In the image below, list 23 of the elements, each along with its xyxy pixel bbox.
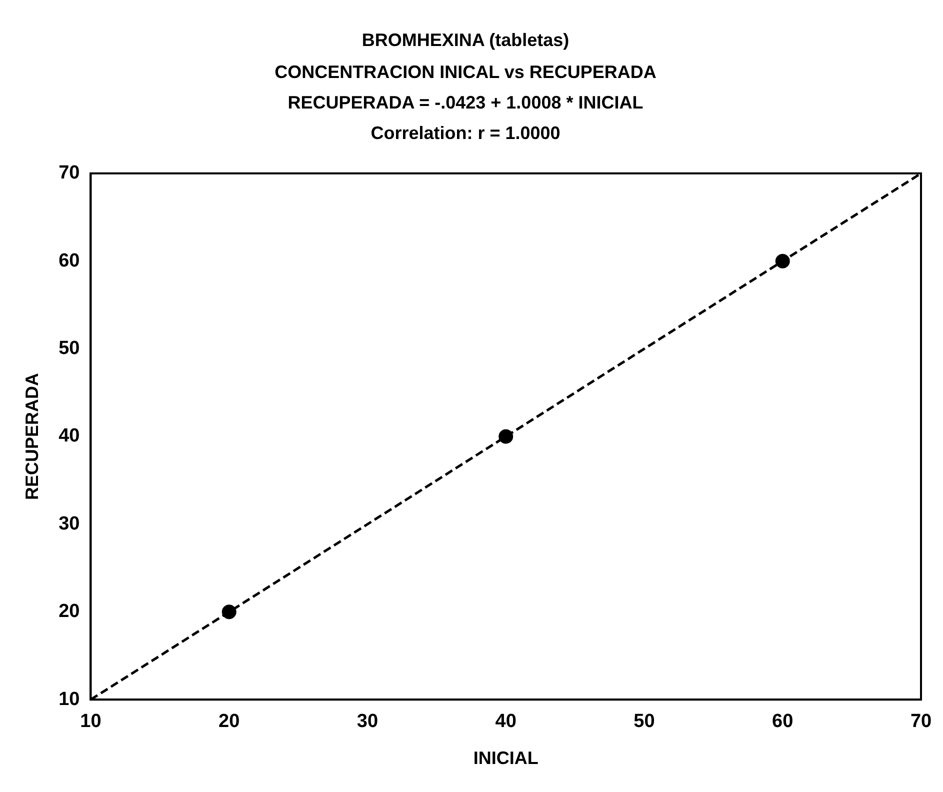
y-tick-label: 70: [58, 162, 80, 184]
y-tick-label: 60: [58, 250, 80, 272]
y-tick-label: 10: [58, 688, 80, 710]
y-tick-label: 20: [58, 601, 80, 622]
x-tick-label: 20: [218, 711, 240, 732]
x-tick-label: 30: [356, 711, 378, 732]
chart-subtitle: CONCENTRACION INICAL vs RECUPERADA: [274, 62, 656, 82]
text: Correlation: r = 1.0000: [370, 123, 560, 144]
x-tick-label: 60: [772, 711, 794, 732]
x-tick-label: 40: [495, 711, 516, 732]
chart-title: BROMHEXINA (tabletas): [362, 30, 570, 50]
x-tick-label: 50: [634, 711, 655, 732]
x-axis-title: INICIAL: [473, 748, 538, 768]
text: RECUPERADA = -.0423 + 1.0008 * INICIAL: [288, 92, 644, 112]
y-tick-label: 30: [58, 513, 80, 534]
point: [498, 429, 514, 444]
y-tick-label: 40: [58, 426, 80, 447]
x-tick-label: 10: [80, 711, 102, 732]
point: [222, 604, 236, 620]
y-axis-title: RECUPERADA: [22, 372, 42, 500]
point: [775, 254, 790, 268]
y-tick-label: 50: [58, 338, 80, 360]
x-tick-label: 70: [910, 711, 932, 732]
